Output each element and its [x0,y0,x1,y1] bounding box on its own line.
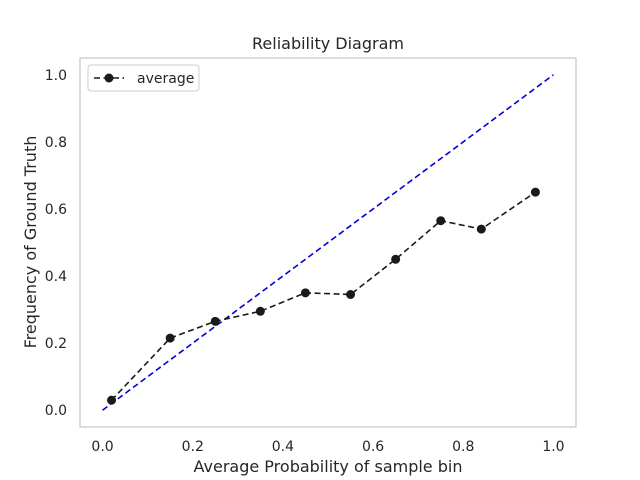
legend-box [87,64,200,92]
average-series-points [107,187,540,405]
average-data-point [300,288,310,298]
average-data-point [530,187,540,197]
x-tick-label: 0.6 [362,439,384,455]
x-axis-ticks: 0.0 0.2 0.4 0.6 0.8 1.0 [91,439,564,455]
y-tick-label: 1.0 [45,68,67,84]
legend-label-average: average [137,71,194,87]
average-data-point [255,306,265,316]
y-tick-label: 0.6 [45,202,67,218]
x-axis-label: Average Probability of sample bin [194,457,463,476]
y-tick-label: 0.8 [45,135,67,151]
y-axis-ticks: 0.0 0.2 0.4 0.6 0.8 1.0 [45,68,67,419]
y-axis-label: Frequency of Ground Truth [21,136,40,349]
y-tick-label: 0.4 [45,269,67,285]
average-data-point [391,254,401,264]
x-tick-label: 1.0 [542,439,564,455]
legend-marker-icon [104,73,114,83]
average-data-point [436,216,446,226]
average-data-point [476,224,486,234]
average-data-point [346,289,356,299]
average-data-point [210,316,220,326]
x-tick-label: 0.0 [91,439,113,455]
average-data-point [107,395,117,405]
x-tick-label: 0.2 [182,439,204,455]
x-tick-label: 0.4 [272,439,294,455]
y-tick-label: 0.2 [45,336,67,352]
y-tick-label: 0.0 [45,403,67,419]
chart-title: Reliability Diagram [252,34,404,53]
perfect-calibration-line [102,74,554,411]
average-data-point [165,333,175,343]
x-tick-label: 0.8 [452,439,474,455]
average-series-line [110,191,536,401]
legend: average [87,64,200,92]
